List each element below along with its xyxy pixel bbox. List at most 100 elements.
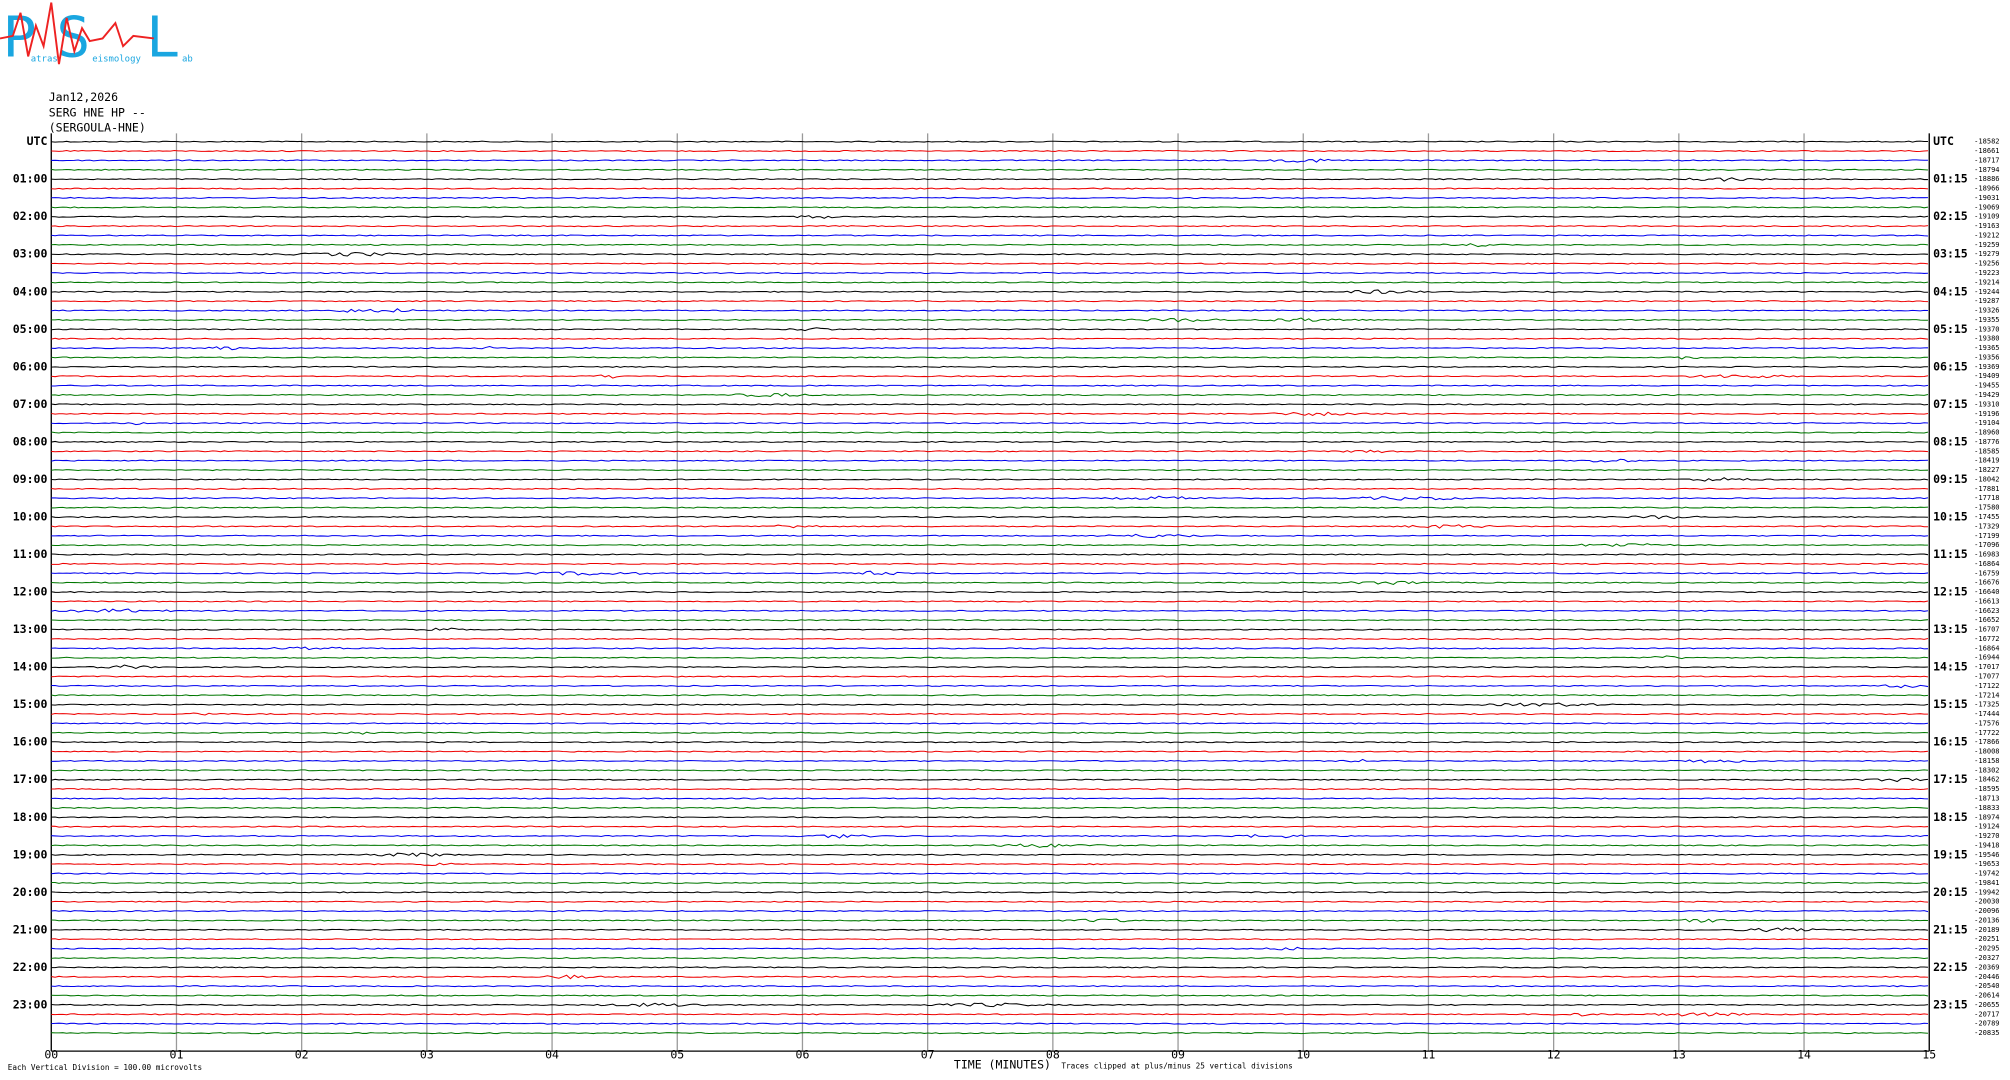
offset-label: -17199 xyxy=(1974,531,1999,540)
offset-label: -16944 xyxy=(1974,653,1999,662)
offset-label: -19212 xyxy=(1974,230,1999,239)
offset-label: -19310 xyxy=(1974,399,1999,408)
hour-label: 16:00 xyxy=(13,735,48,749)
x-tick-label: 04 xyxy=(545,1047,559,1061)
hour-label: 21:00 xyxy=(13,922,48,936)
trace xyxy=(51,477,1929,482)
offset-label: -18582 xyxy=(1974,137,1999,146)
offset-label: -19031 xyxy=(1974,193,1999,202)
trace xyxy=(51,843,1929,848)
trace xyxy=(51,469,1928,472)
end-time-label: 06:15 xyxy=(1933,359,1968,373)
offset-label: -17122 xyxy=(1974,681,1999,690)
x-tick-label: 09 xyxy=(1171,1047,1185,1061)
end-time-label: 05:15 xyxy=(1933,322,1968,336)
x-tick-label: 02 xyxy=(295,1047,309,1061)
logo-word: eismology xyxy=(92,54,141,64)
trace xyxy=(51,891,1928,894)
trace xyxy=(51,281,1929,284)
offset-label: -20295 xyxy=(1974,944,1999,953)
trace xyxy=(51,251,1928,257)
end-time-label: 07:15 xyxy=(1933,397,1968,411)
offset-label: -17017 xyxy=(1974,662,1999,671)
hour-label: 11:00 xyxy=(13,547,48,561)
trace xyxy=(51,317,1928,323)
offset-label: -19259 xyxy=(1974,240,1999,249)
offset-label: -18713 xyxy=(1974,793,1999,802)
trace xyxy=(51,619,1929,622)
offset-label: -17881 xyxy=(1974,484,1999,493)
offset-label: -18227 xyxy=(1974,465,1999,474)
trace xyxy=(51,458,1928,463)
trace xyxy=(51,600,1929,603)
trace xyxy=(51,769,1929,772)
hour-label: 10:00 xyxy=(13,509,48,523)
trace xyxy=(51,487,1929,490)
end-time-label: 18:15 xyxy=(1933,810,1968,824)
offset-label: -18462 xyxy=(1974,775,1999,784)
trace xyxy=(51,655,1929,660)
trace xyxy=(51,206,1929,209)
trace xyxy=(51,918,1928,923)
trace xyxy=(51,243,1929,248)
offset-label: -19355 xyxy=(1974,315,1999,324)
trace xyxy=(51,591,1929,594)
offset-label: -18595 xyxy=(1974,784,1999,793)
offset-label: -19546 xyxy=(1974,850,1999,859)
hour-label: 09:00 xyxy=(13,472,48,486)
channel: SERG HNE HP -- xyxy=(49,105,146,119)
x-tick-label: 03 xyxy=(420,1047,434,1061)
trace xyxy=(51,741,1928,744)
hour-label: 07:00 xyxy=(13,397,48,411)
trace xyxy=(51,327,1929,332)
offset-label: -20030 xyxy=(1974,897,1999,906)
offset-label: -19196 xyxy=(1974,409,1999,418)
trace xyxy=(51,495,1929,501)
end-time-label: 08:15 xyxy=(1933,434,1968,448)
trace xyxy=(51,150,1928,153)
trace xyxy=(51,140,1928,143)
trace xyxy=(51,797,1928,800)
offset-label: -17329 xyxy=(1974,521,1999,530)
hour-label: 19:00 xyxy=(13,847,48,861)
offset-label: -18794 xyxy=(1974,165,1999,174)
offset-label: -17722 xyxy=(1974,728,1999,737)
trace xyxy=(51,684,1929,689)
trace xyxy=(51,646,1928,651)
end-time-label: 14:15 xyxy=(1933,660,1968,674)
trace xyxy=(51,384,1929,387)
offset-label: -17444 xyxy=(1974,709,1999,718)
end-time-label: 20:15 xyxy=(1933,885,1968,899)
offset-label: -20251 xyxy=(1974,934,1999,943)
offset-label: -18776 xyxy=(1974,437,1999,446)
logo: P S L atras eismology ab xyxy=(0,2,193,71)
offset-label: -20835 xyxy=(1974,1028,1999,1037)
offset-label: -19256 xyxy=(1974,259,1999,268)
offset-label: -18974 xyxy=(1974,812,1999,821)
offset-label: -19841 xyxy=(1974,878,1999,887)
trace xyxy=(51,337,1929,340)
trace xyxy=(51,900,1928,903)
offset-label: -18966 xyxy=(1974,184,1999,193)
date: Jan12,2026 xyxy=(49,90,118,104)
trace xyxy=(51,1022,1928,1025)
end-time-label: 22:15 xyxy=(1933,960,1968,974)
trace xyxy=(51,177,1928,182)
end-time-label: 02:15 xyxy=(1933,209,1968,223)
trace xyxy=(51,1002,1929,1008)
offset-label: -17580 xyxy=(1974,503,1999,512)
offset-label: -20096 xyxy=(1974,906,1999,915)
offset-label: -20136 xyxy=(1974,915,1999,924)
offset-label: -17455 xyxy=(1974,512,1999,521)
trace xyxy=(51,872,1928,875)
offset-label: -19369 xyxy=(1974,362,1999,371)
offset-label: -20655 xyxy=(1974,1000,1999,1009)
trace xyxy=(51,833,1928,839)
trace xyxy=(51,346,1928,351)
trace xyxy=(51,422,1928,426)
offset-label: -19380 xyxy=(1974,334,1999,343)
hour-label: 23:00 xyxy=(13,997,48,1011)
trace xyxy=(51,553,1929,556)
trace xyxy=(51,664,1928,669)
